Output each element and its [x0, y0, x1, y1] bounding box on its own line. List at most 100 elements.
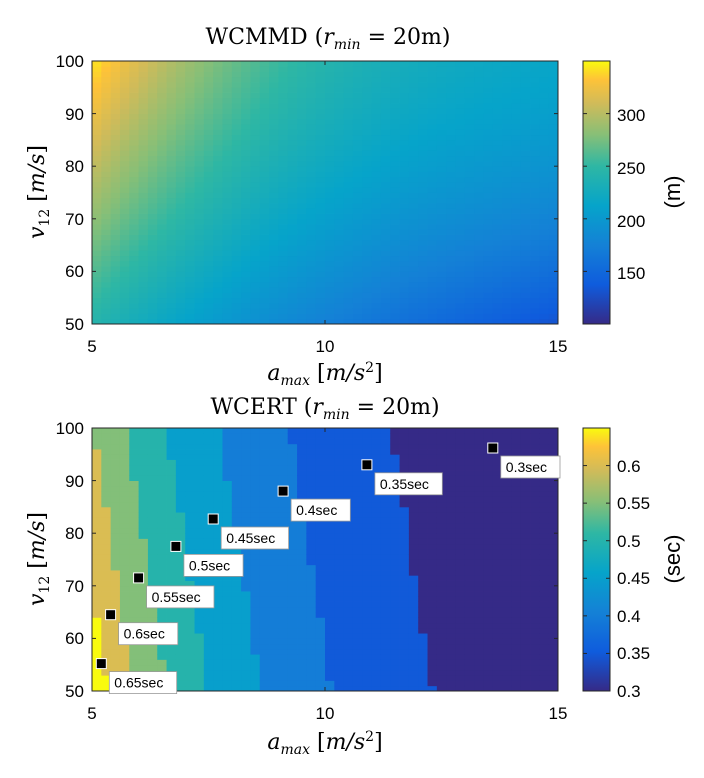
- heatmap-cell: [241, 213, 251, 220]
- heatmap-cell: [250, 260, 261, 267]
- heatmap-cell: [352, 213, 363, 220]
- heatmap-cell: [502, 308, 512, 314]
- heatmap-cell: [147, 664, 158, 671]
- heatmap-cell: [325, 108, 335, 114]
- heatmap-cell: [511, 124, 522, 130]
- heatmap-cell: [278, 517, 289, 524]
- heatmap-cell: [474, 669, 484, 676]
- heatmap-cell: [474, 313, 484, 320]
- heatmap-cell: [427, 108, 438, 114]
- heatmap-cell: [315, 150, 326, 157]
- heatmap-cell: [343, 580, 354, 587]
- heatmap-cell: [408, 234, 419, 241]
- heatmap-cell: [185, 208, 195, 214]
- heatmap-cell: [436, 66, 447, 72]
- heatmap-cell: [203, 664, 214, 671]
- heatmap-cell: [157, 271, 167, 278]
- heatmap-cell: [502, 480, 512, 487]
- heatmap-cell: [371, 675, 382, 681]
- heatmap-cell: [194, 485, 205, 492]
- heatmap-cell: [194, 302, 205, 309]
- heatmap-cell: [334, 548, 345, 555]
- heatmap-cell: [269, 554, 279, 560]
- heatmap-cell: [92, 208, 102, 214]
- heatmap-cell: [138, 485, 149, 492]
- heatmap-cell: [287, 187, 298, 193]
- heatmap-cell: [175, 87, 186, 93]
- heatmap-cell: [539, 134, 550, 141]
- heatmap-cell: [492, 459, 503, 466]
- heatmap-cell: [157, 103, 167, 109]
- heatmap-cell: [231, 287, 242, 293]
- heatmap-cell: [287, 596, 298, 602]
- heatmap-cell: [371, 596, 382, 602]
- heatmap-cell: [455, 496, 466, 503]
- heatmap-cell: [250, 171, 261, 178]
- heatmap-cell: [157, 506, 167, 513]
- heatmap-cell: [297, 66, 307, 72]
- heatmap-cell: [464, 575, 475, 581]
- heatmap-cell: [157, 139, 167, 146]
- heatmap-cell: [306, 564, 317, 571]
- heatmap-cell: [306, 308, 317, 314]
- heatmap-cell: [446, 113, 456, 120]
- heatmap-cell: [418, 61, 428, 67]
- heatmap-cell: [213, 428, 223, 434]
- heatmap-cell: [147, 224, 158, 230]
- heatmap-cell: [129, 438, 139, 445]
- heatmap-cell: [455, 281, 466, 288]
- heatmap-cell: [362, 208, 372, 214]
- heatmap-cell: [315, 548, 326, 555]
- heatmap-cell: [203, 449, 214, 455]
- heatmap-cell: [362, 591, 372, 597]
- ytick: 90: [65, 105, 84, 124]
- heatmap-cell: [418, 617, 428, 624]
- heatmap-cell: [539, 675, 550, 681]
- heatmap-cell: [380, 669, 391, 676]
- heatmap-cell: [315, 297, 326, 304]
- heatmap-cell: [250, 585, 261, 592]
- heatmap-cell: [511, 276, 522, 283]
- heatmap-cell: [436, 606, 447, 613]
- heatmap-cell: [297, 166, 307, 172]
- heatmap-cell: [306, 533, 317, 539]
- heatmap-cell: [390, 596, 400, 602]
- heatmap-cell: [241, 596, 251, 602]
- heatmap-cell: [157, 543, 167, 550]
- heatmap-cell: [520, 118, 531, 125]
- heatmap-cell: [101, 176, 112, 183]
- heatmap-cell: [492, 71, 503, 78]
- heatmap-cell: [502, 638, 512, 645]
- heatmap-cell: [483, 617, 494, 624]
- heatmap-cell: [492, 276, 503, 283]
- heatmap-cell: [222, 606, 233, 613]
- heatmap-cell: [502, 245, 512, 251]
- heatmap-cell: [352, 438, 363, 445]
- heatmap-cell: [334, 181, 345, 188]
- heatmap-cell: [203, 108, 214, 114]
- heatmap-cell: [539, 591, 550, 597]
- heatmap-cell: [297, 601, 307, 608]
- heatmap-cell: [213, 675, 223, 681]
- heatmap-cell: [492, 92, 503, 99]
- heatmap-cell: [455, 596, 466, 602]
- heatmap-cell: [231, 659, 242, 666]
- heatmap-cell: [408, 108, 419, 114]
- heatmap-cell: [539, 522, 550, 529]
- heatmap-cell: [287, 480, 298, 487]
- heatmap-cell: [399, 234, 410, 241]
- heatmap-cell: [101, 480, 112, 487]
- heatmap-cell: [110, 139, 121, 146]
- heatmap-cell: [231, 103, 242, 109]
- heatmap-cell: [241, 570, 251, 576]
- heatmap-cell: [325, 124, 335, 130]
- heatmap-cell: [511, 203, 522, 209]
- heatmap-cell: [138, 113, 149, 120]
- heatmap-cell: [222, 82, 233, 88]
- heatmap-cell: [362, 297, 372, 304]
- heatmap-cell: [194, 113, 205, 120]
- heatmap-cell: [147, 575, 158, 581]
- heatmap-cell: [464, 664, 475, 671]
- heatmap-cell: [492, 97, 503, 104]
- heatmap-cell: [287, 208, 298, 214]
